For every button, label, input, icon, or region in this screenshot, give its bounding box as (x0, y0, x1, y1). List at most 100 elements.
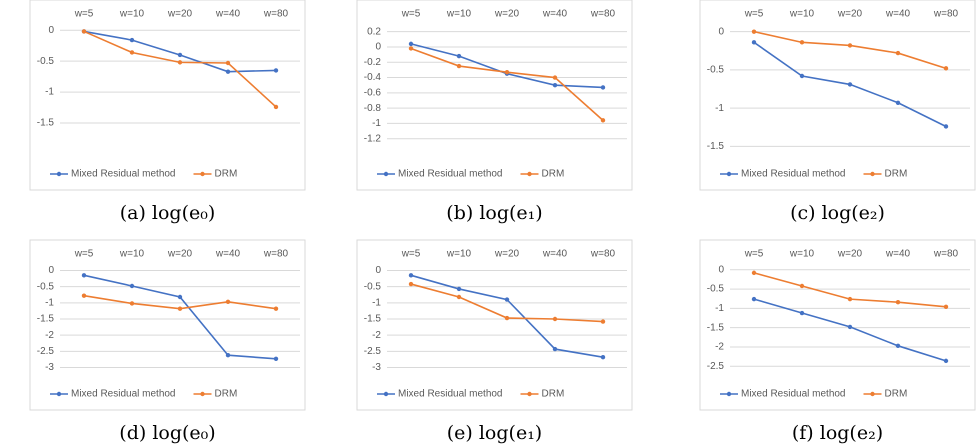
y-tick-label: 0 (48, 25, 54, 36)
y-tick-label: 0 (718, 26, 724, 37)
point (847, 296, 853, 302)
point (751, 270, 757, 276)
y-tick-label: -0.2 (364, 57, 382, 68)
x-tick-label: w=80 (590, 249, 616, 260)
y-tick-label: -3 (45, 362, 54, 373)
chart-area (699, 0, 976, 191)
caption: (d) log(e₀) (119, 422, 215, 444)
legend-marker (383, 391, 389, 397)
point (408, 281, 414, 287)
y-tick-label: -0.5 (37, 281, 55, 292)
y-tick-label: -2.5 (707, 361, 725, 372)
legend-marker (383, 171, 389, 177)
point (943, 358, 949, 364)
legend-label: DRM (885, 169, 908, 180)
y-tick-label: -0.5 (37, 56, 55, 67)
point (895, 343, 901, 349)
y-tick-label: -1 (715, 303, 724, 314)
chart-area (29, 239, 306, 411)
point (129, 50, 135, 55)
x-tick-label: w=80 (933, 9, 959, 20)
legend-label: DRM (215, 169, 238, 180)
legend-marker (527, 171, 532, 177)
x-tick-label: w=5 (401, 9, 421, 20)
point (847, 324, 853, 330)
point (847, 43, 853, 48)
caption: (b) log(e₁) (446, 202, 542, 224)
x-tick-label: w=40 (885, 9, 911, 20)
x-tick-label: w=20 (167, 9, 193, 20)
legend-label: Mixed Residual method (741, 169, 846, 180)
y-tick-label: -1 (45, 297, 54, 308)
y-tick-label: -1.2 (364, 133, 382, 144)
y-tick-label: -0.8 (364, 103, 382, 114)
point (225, 299, 231, 305)
point (129, 283, 135, 289)
y-tick-label: -1 (372, 118, 381, 129)
y-tick-label: 0 (375, 42, 381, 53)
y-tick-label: -3 (372, 362, 381, 373)
point (799, 73, 805, 79)
point (600, 85, 606, 90)
x-tick-label: w=20 (837, 9, 863, 20)
point (177, 306, 183, 311)
point (799, 310, 805, 316)
legend-marker (56, 391, 62, 397)
y-tick-label: -0.5 (707, 65, 725, 76)
legend-marker (56, 171, 62, 177)
point (177, 294, 183, 300)
point (273, 104, 279, 110)
point (408, 273, 414, 278)
legend-label: DRM (542, 389, 565, 400)
y-tick-label: -0.6 (364, 87, 382, 98)
y-tick-label: 0.2 (367, 26, 381, 37)
point (600, 319, 606, 324)
y-tick-label: 0 (718, 264, 724, 275)
point (943, 124, 949, 129)
point (408, 41, 414, 47)
chart-area (29, 0, 306, 191)
point (81, 293, 87, 298)
y-tick-label: -1 (715, 103, 724, 114)
legend-label: Mixed Residual method (398, 389, 503, 400)
y-tick-label: -2.5 (37, 346, 55, 357)
x-tick-label: w=10 (789, 249, 815, 260)
point (552, 82, 558, 88)
y-tick-label: 0 (48, 265, 54, 276)
x-tick-label: w=20 (494, 9, 520, 20)
y-tick-label: -1.5 (707, 322, 725, 333)
point (504, 297, 510, 302)
point (273, 68, 279, 73)
y-tick-label: -1 (372, 297, 381, 308)
x-tick-label: w=5 (744, 249, 764, 260)
x-tick-label: w=10 (446, 249, 472, 260)
x-tick-label: w=10 (446, 9, 472, 20)
point (408, 46, 414, 51)
legend-marker (870, 391, 875, 397)
x-tick-label: w=5 (744, 9, 764, 20)
chart-area (699, 239, 976, 411)
point (799, 283, 805, 289)
x-tick-label: w=20 (494, 249, 520, 260)
point (225, 69, 231, 74)
point (600, 118, 606, 123)
point (273, 356, 279, 361)
point (456, 286, 462, 292)
y-tick-label: -0.5 (364, 281, 382, 292)
legend-label: DRM (215, 389, 238, 400)
y-tick-label: -2 (45, 330, 54, 341)
point (600, 354, 606, 360)
x-tick-label: w=20 (837, 249, 863, 260)
x-tick-label: w=10 (789, 9, 815, 20)
point (456, 63, 462, 69)
point (273, 306, 279, 311)
legend-marker (870, 171, 875, 177)
x-tick-label: w=40 (215, 9, 241, 20)
x-tick-label: w=80 (263, 249, 289, 260)
point (552, 346, 558, 352)
y-tick-label: -2 (715, 342, 724, 353)
x-tick-label: w=10 (119, 249, 145, 260)
legend-marker (726, 391, 732, 397)
x-tick-label: w=40 (542, 9, 568, 20)
point (177, 52, 183, 58)
